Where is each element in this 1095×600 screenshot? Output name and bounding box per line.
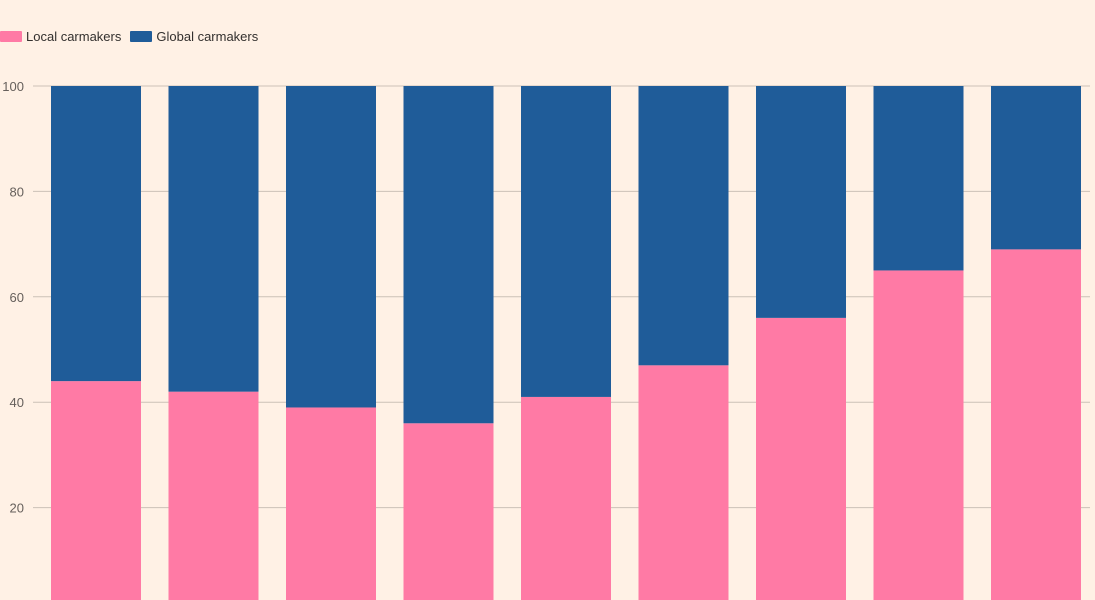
legend-label-global: Global carmakers xyxy=(156,29,259,44)
bar-global-4 xyxy=(403,86,494,424)
bar-local-2 xyxy=(168,391,259,600)
bars xyxy=(51,86,1081,600)
y-tick-label-20: 20 xyxy=(10,501,24,516)
legend-swatch-local xyxy=(0,31,22,42)
bar-local-7 xyxy=(756,317,846,600)
bar-local-9 xyxy=(991,249,1081,600)
y-tick-label-60: 60 xyxy=(10,290,24,305)
bar-local-5 xyxy=(521,396,611,600)
legend-item-local: Local carmakers xyxy=(0,29,121,44)
bar-global-7 xyxy=(756,86,846,318)
bar-global-9 xyxy=(991,86,1081,250)
legend-swatch-global xyxy=(130,31,153,42)
bar-local-1 xyxy=(51,381,141,600)
legend-label-local: Local carmakers xyxy=(26,29,122,44)
bar-global-2 xyxy=(168,86,259,392)
y-tick-label-100: 100 xyxy=(2,79,24,94)
bar-local-4 xyxy=(403,423,494,600)
bar-global-5 xyxy=(521,86,611,397)
legend-item-global: Global carmakers xyxy=(130,29,258,44)
bar-local-6 xyxy=(638,365,729,600)
bar-global-3 xyxy=(286,86,376,408)
bar-global-6 xyxy=(638,86,729,366)
bar-local-8 xyxy=(873,270,964,600)
bar-global-1 xyxy=(51,86,141,382)
y-axis-ticks: 20 40 60 80 100 xyxy=(2,79,24,516)
y-tick-label-40: 40 xyxy=(10,395,24,410)
bar-global-8 xyxy=(873,86,964,271)
y-tick-label-80: 80 xyxy=(10,184,24,199)
legend: Local carmakers Global carmakers xyxy=(0,29,267,44)
bar-local-3 xyxy=(286,407,376,600)
